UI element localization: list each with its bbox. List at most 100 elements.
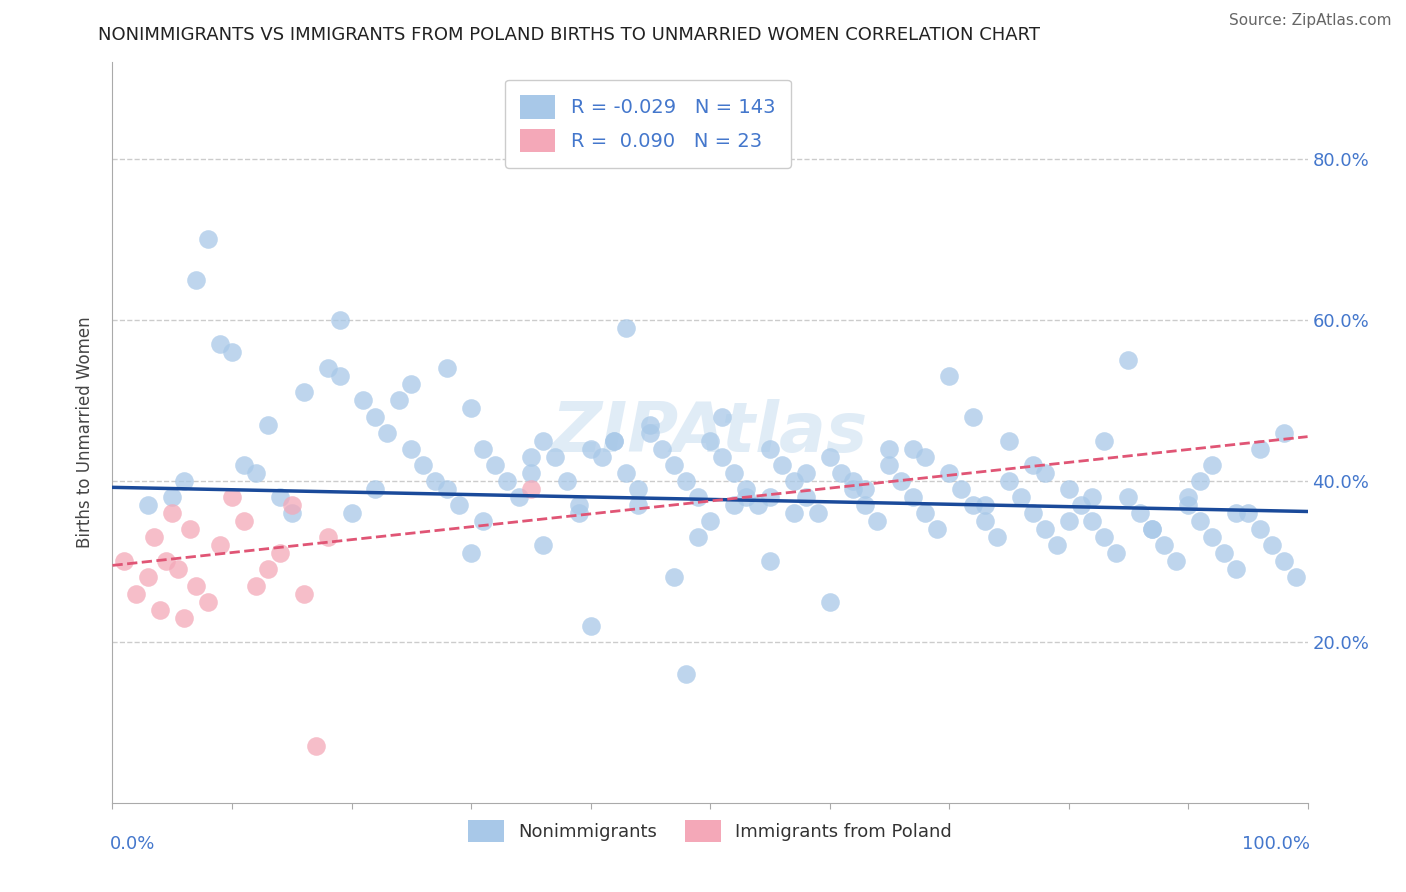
- Point: [162, 506, 183, 520]
- Point: [938, 466, 960, 480]
- Point: [1033, 522, 1056, 536]
- Point: [1033, 466, 1056, 480]
- Point: [531, 434, 554, 448]
- Text: Source: ZipAtlas.com: Source: ZipAtlas.com: [1229, 13, 1392, 28]
- Point: [531, 538, 554, 552]
- Point: [484, 458, 506, 472]
- Point: [425, 474, 447, 488]
- Point: [221, 490, 243, 504]
- Point: [364, 409, 387, 424]
- Point: [1225, 562, 1247, 576]
- Point: [197, 594, 219, 608]
- Point: [640, 425, 662, 440]
- Point: [1129, 506, 1152, 520]
- Point: [1057, 482, 1080, 496]
- Point: [1142, 522, 1164, 536]
- Point: [316, 530, 339, 544]
- Point: [1105, 546, 1128, 560]
- Point: [616, 321, 638, 335]
- Point: [167, 562, 190, 576]
- Point: [603, 434, 626, 448]
- Point: [688, 530, 710, 544]
- Point: [950, 482, 973, 496]
- Point: [974, 498, 997, 512]
- Point: [1022, 458, 1045, 472]
- Point: [1081, 490, 1104, 504]
- Point: [903, 442, 925, 456]
- Point: [1249, 442, 1271, 456]
- Point: [316, 361, 339, 376]
- Point: [579, 442, 602, 456]
- Point: [1201, 530, 1223, 544]
- Point: [245, 466, 267, 480]
- Point: [723, 498, 745, 512]
- Point: [520, 450, 543, 464]
- Point: [1177, 490, 1199, 504]
- Point: [179, 522, 201, 536]
- Point: [603, 434, 626, 448]
- Point: [651, 442, 673, 456]
- Point: [759, 442, 782, 456]
- Point: [962, 409, 984, 424]
- Point: [807, 506, 830, 520]
- Point: [281, 498, 304, 512]
- Point: [233, 458, 256, 472]
- Point: [460, 546, 482, 560]
- Point: [723, 466, 745, 480]
- Point: [842, 482, 865, 496]
- Point: [1118, 353, 1140, 368]
- Point: [794, 466, 817, 480]
- Point: [186, 273, 208, 287]
- Point: [855, 482, 877, 496]
- Point: [1094, 530, 1116, 544]
- Point: [209, 538, 232, 552]
- Point: [1272, 554, 1295, 568]
- Y-axis label: Births to Unmarried Women: Births to Unmarried Women: [76, 317, 94, 549]
- Point: [281, 506, 304, 520]
- Point: [155, 554, 177, 568]
- Point: [1177, 498, 1199, 512]
- Point: [257, 562, 280, 576]
- Point: [962, 498, 984, 512]
- Point: [1046, 538, 1069, 552]
- Point: [209, 337, 232, 351]
- Point: [329, 369, 352, 384]
- Point: [233, 514, 256, 528]
- Point: [592, 450, 614, 464]
- Point: [508, 490, 530, 504]
- Point: [782, 506, 804, 520]
- Point: [197, 232, 219, 246]
- Point: [759, 490, 782, 504]
- Point: [616, 466, 638, 480]
- Point: [914, 450, 936, 464]
- Point: [664, 570, 686, 584]
- Point: [914, 506, 936, 520]
- Point: [1022, 506, 1045, 520]
- Point: [1237, 506, 1260, 520]
- Point: [1225, 506, 1247, 520]
- Point: [1213, 546, 1236, 560]
- Point: [125, 586, 148, 600]
- Point: [735, 490, 758, 504]
- Point: [305, 739, 328, 754]
- Point: [998, 474, 1021, 488]
- Point: [927, 522, 949, 536]
- Point: [520, 482, 543, 496]
- Point: [568, 506, 591, 520]
- Point: [257, 417, 280, 432]
- Point: [352, 393, 374, 408]
- Point: [855, 498, 877, 512]
- Point: [627, 498, 650, 512]
- Point: [292, 586, 315, 600]
- Point: [579, 619, 602, 633]
- Point: [173, 610, 195, 624]
- Point: [1153, 538, 1175, 552]
- Point: [401, 377, 423, 392]
- Point: [114, 554, 135, 568]
- Point: [903, 490, 925, 504]
- Point: [831, 466, 853, 480]
- Point: [1166, 554, 1188, 568]
- Text: ZIPAtlas: ZIPAtlas: [553, 399, 868, 467]
- Point: [1081, 514, 1104, 528]
- Point: [143, 530, 166, 544]
